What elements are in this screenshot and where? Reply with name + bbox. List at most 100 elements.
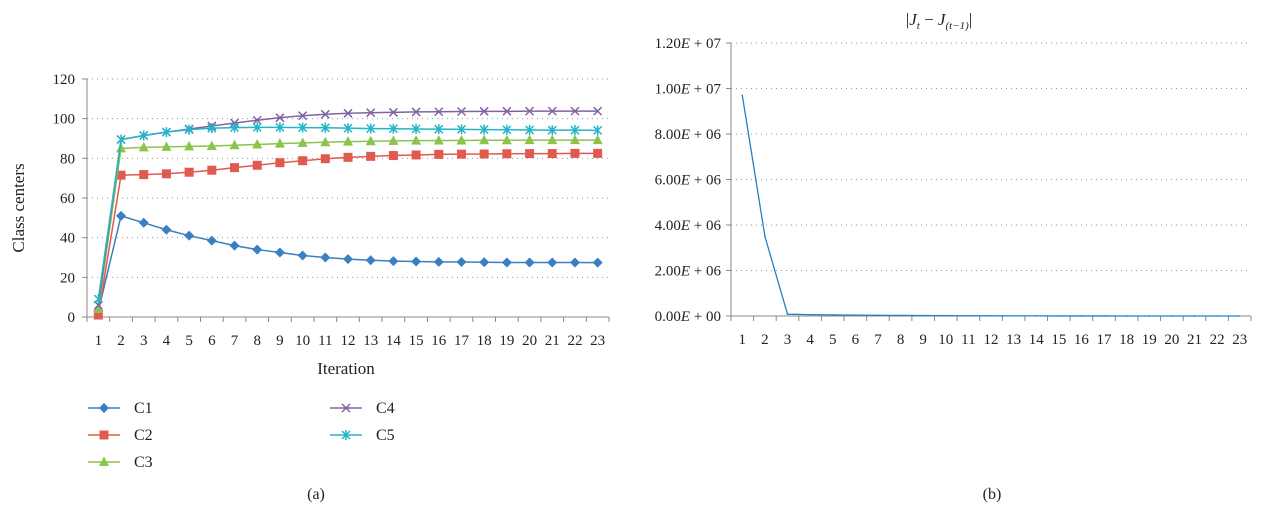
data-point-c5 <box>502 124 512 135</box>
data-point-c4 <box>366 108 376 118</box>
y-tick-label-b: 8.00E + 06 <box>655 127 722 143</box>
x-tick-label-a: 6 <box>208 333 216 349</box>
y-tick-label-a: 100 <box>53 112 76 128</box>
data-point-c3 <box>569 134 580 145</box>
data-point-c3 <box>274 138 285 148</box>
y-tick-label-b: 1.00E + 07 <box>655 82 722 98</box>
y-tick-label-a: 60 <box>60 191 75 207</box>
series-c5 <box>93 122 603 305</box>
data-point-c2 <box>252 160 262 170</box>
data-point-b <box>1012 315 1015 317</box>
data-point-c1 <box>433 256 444 267</box>
y-tick-label-b: 6.00E + 06 <box>655 173 722 189</box>
data-point-c5 <box>388 123 398 134</box>
data-point-c4 <box>525 106 535 116</box>
data-point-c1 <box>592 257 603 268</box>
data-point-c2 <box>93 310 103 320</box>
data-point-c2 <box>343 152 353 162</box>
data-point-c1 <box>161 224 172 235</box>
y-axis-title-a: Class centers <box>9 163 28 252</box>
x-tick-label-b: 15 <box>1051 332 1066 348</box>
data-point-b <box>944 314 947 317</box>
data-point-c2 <box>525 149 535 159</box>
x-tick-label-b: 23 <box>1232 332 1247 348</box>
data-point-c5 <box>547 125 557 136</box>
data-point-b <box>741 94 744 97</box>
legend-label: C1 <box>134 400 153 417</box>
data-point-c2 <box>184 167 194 177</box>
data-point-c1 <box>501 257 512 268</box>
y-tick-label-a: 20 <box>60 270 75 286</box>
x-tick-label-b: 18 <box>1119 332 1134 348</box>
x-tick-label-a: 9 <box>276 333 284 349</box>
data-point-c2 <box>593 148 603 158</box>
data-point-c1 <box>343 254 353 265</box>
legend-marker <box>341 403 351 413</box>
data-point-b <box>1216 315 1218 317</box>
x-tick-label-b: 11 <box>961 332 975 348</box>
data-point-c3 <box>479 134 490 145</box>
data-point-c3 <box>411 135 422 145</box>
legend-item-c2: C2 <box>88 427 153 444</box>
data-point-c2 <box>547 149 557 159</box>
data-point-c4 <box>252 115 262 125</box>
series-c1 <box>93 210 603 317</box>
x-tick-label-a: 1 <box>95 333 103 349</box>
x-tick-label-a: 13 <box>363 333 378 349</box>
data-point-c2 <box>275 158 285 168</box>
legend-marker <box>99 403 109 413</box>
data-point-b <box>990 315 992 317</box>
x-tick-label-b: 19 <box>1142 332 1157 348</box>
data-point-b <box>809 313 811 316</box>
data-point-c5 <box>207 123 217 134</box>
data-point-c1 <box>547 257 558 268</box>
data-point-c1 <box>297 250 308 261</box>
data-point-c3 <box>206 140 217 151</box>
x-tick-label-a: 3 <box>140 333 148 349</box>
data-point-c2 <box>434 149 444 159</box>
legend-marker <box>99 456 109 466</box>
legend-label: C2 <box>134 427 153 444</box>
data-point-c5 <box>366 123 376 134</box>
x-tick-label-a: 10 <box>295 333 310 349</box>
x-tick-label-b: 6 <box>852 332 860 348</box>
data-point-c5 <box>229 122 240 133</box>
data-point-c2 <box>388 151 398 161</box>
data-point-c5 <box>593 125 603 136</box>
data-point-c1 <box>116 210 127 221</box>
series-c3 <box>93 134 603 314</box>
data-point-c5 <box>116 134 126 145</box>
data-point-c5 <box>275 122 285 133</box>
legend-marker <box>341 430 351 440</box>
x-tick-label-a: 14 <box>386 333 402 349</box>
caption-b: (b) <box>983 486 1002 503</box>
data-point-c4 <box>456 106 467 117</box>
series-line-c2 <box>97 152 598 316</box>
x-tick-label-a: 11 <box>318 333 332 349</box>
data-point-c5 <box>456 124 467 135</box>
data-point-c2 <box>570 148 580 158</box>
data-point-b <box>1035 315 1038 317</box>
x-tick-label-a: 17 <box>454 333 470 349</box>
x-tick-label-a: 2 <box>117 333 125 349</box>
data-point-c2 <box>139 170 149 180</box>
data-point-c1 <box>320 252 331 263</box>
legend-label: C3 <box>134 454 153 471</box>
data-point-b <box>1080 315 1083 317</box>
data-point-b <box>1103 315 1105 317</box>
data-point-c3 <box>116 142 127 153</box>
legend-item-c4: C4 <box>330 400 395 417</box>
data-point-c3 <box>343 136 353 146</box>
data-point-c1 <box>184 230 195 241</box>
data-point-c3 <box>161 141 172 151</box>
data-point-c3 <box>365 135 376 146</box>
legend-label: C5 <box>376 427 395 444</box>
data-point-b <box>967 314 970 317</box>
chart-title-b: |Jt − J(t−1)| <box>906 10 972 32</box>
legend-label: C4 <box>376 400 395 417</box>
data-point-c2 <box>479 149 489 159</box>
y-tick-label-b: 1.20E + 07 <box>655 36 722 52</box>
x-tick-label-a: 16 <box>431 333 447 349</box>
data-point-c3 <box>456 134 467 145</box>
